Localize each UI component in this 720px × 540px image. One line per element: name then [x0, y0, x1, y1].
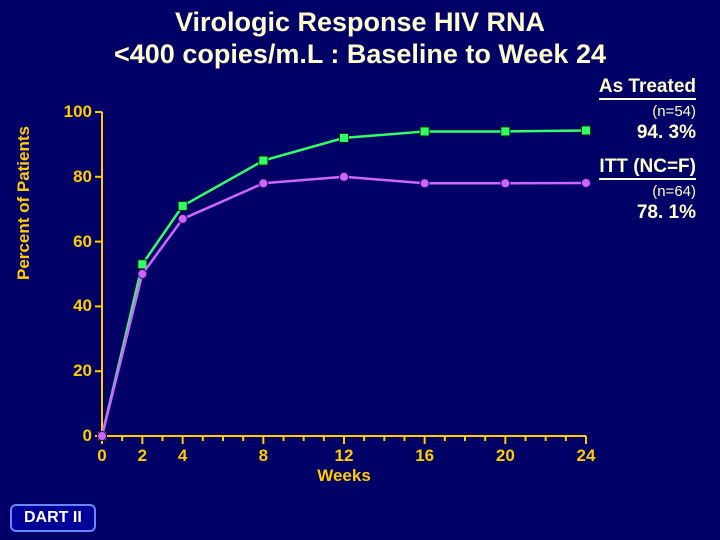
- itt-pct: 78. 1%: [637, 202, 696, 223]
- xtick-label: 8: [248, 446, 278, 466]
- xtick-label: 20: [490, 446, 520, 466]
- ytick-label: 60: [52, 232, 92, 252]
- xtick-label: 16: [410, 446, 440, 466]
- ytick-label: 100: [52, 102, 92, 122]
- ytick-label: 20: [52, 361, 92, 381]
- x-axis-title: Weeks: [314, 466, 374, 486]
- chart-title-block: Virologic Response HIV RNA <400 copies/m…: [0, 0, 720, 75]
- as-treated-n: (n=54): [652, 103, 696, 120]
- as-treated-pct: 94. 3%: [637, 122, 696, 143]
- chart-plot-area: [86, 104, 626, 464]
- dart-badge: DART II: [10, 504, 96, 532]
- itt-label: ITT (NC=F): [599, 156, 696, 180]
- xtick-label: 0: [87, 446, 117, 466]
- series-label-itt: ITT (NC=F) (n=64) 78. 1%: [599, 156, 696, 224]
- ytick-label: 0: [52, 426, 92, 446]
- xtick-label: 4: [168, 446, 198, 466]
- xtick-label: 12: [329, 446, 359, 466]
- chart-title-line2: <400 copies/m.L : Baseline to Week 24: [20, 38, 700, 70]
- chart-svg: [86, 104, 626, 464]
- ytick-label: 80: [52, 167, 92, 187]
- as-treated-label: As Treated: [599, 76, 696, 100]
- chart-title-line1: Virologic Response HIV RNA: [20, 6, 700, 38]
- y-axis-title: Percent of Patients: [14, 126, 34, 280]
- series-label-as-treated: As Treated (n=54) 94. 3%: [599, 76, 696, 144]
- itt-n: (n=64): [652, 183, 696, 200]
- xtick-label: 24: [571, 446, 601, 466]
- xtick-label: 2: [127, 446, 157, 466]
- ytick-label: 40: [52, 296, 92, 316]
